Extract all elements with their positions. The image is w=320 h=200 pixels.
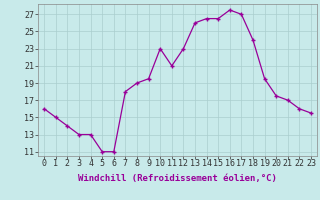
X-axis label: Windchill (Refroidissement éolien,°C): Windchill (Refroidissement éolien,°C): [78, 174, 277, 183]
